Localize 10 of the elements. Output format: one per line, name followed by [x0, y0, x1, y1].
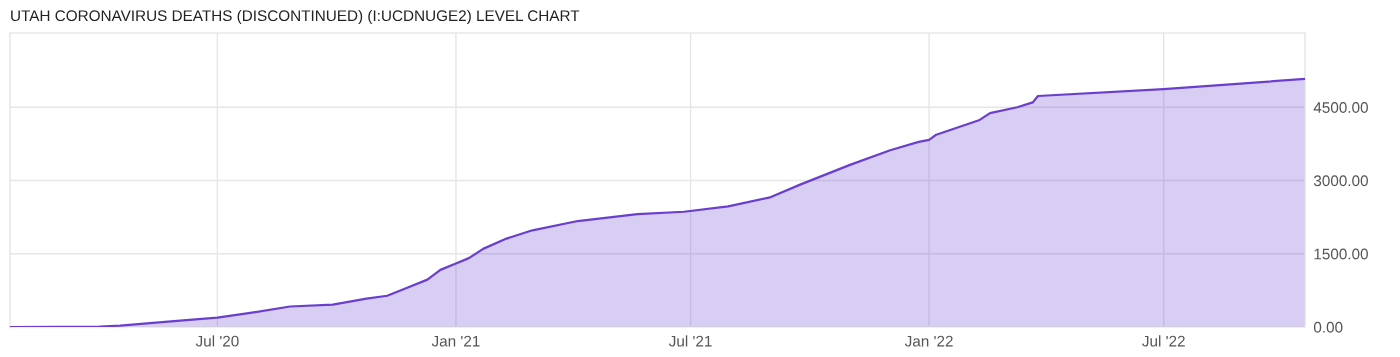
y-tick-label: 4500.00	[1313, 102, 1368, 113]
y-tick-label: 3000.00	[1313, 175, 1368, 187]
y-tick-label: 1500.00	[1314, 248, 1368, 260]
x-tick-label: Jul '22	[1142, 335, 1185, 347]
x-tick-label: Jan '21	[431, 335, 480, 347]
x-tick-label: Jan '22	[904, 335, 953, 347]
chart-title: UTAH CORONAVIRUS DEATHS (DISCONTINUED) (I:UCDNUGE2) LEVEL CHART	[11, 9, 580, 25]
x-tick-label: Jul '20	[195, 335, 239, 347]
y-tick-label: 0.00	[1313, 321, 1343, 333]
x-tick-label: Jul '21	[668, 335, 712, 347]
